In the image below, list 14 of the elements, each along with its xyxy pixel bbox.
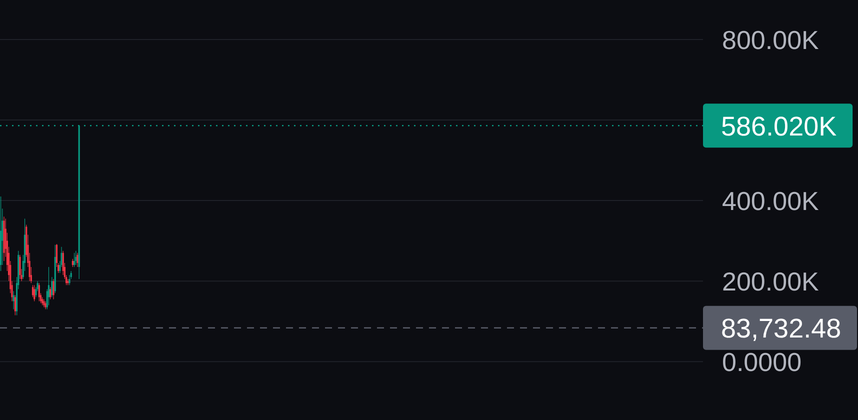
candlestick <box>51 276 53 298</box>
y-tick-label: 800.00K <box>722 24 820 55</box>
y-tick-label: 200.00K <box>722 266 820 296</box>
candlestick <box>48 266 50 306</box>
candlestick <box>44 300 46 310</box>
y-tick-label: 0.0000 <box>722 346 802 377</box>
candlestick <box>56 244 58 268</box>
y-tick-label: 400.00K <box>722 186 820 216</box>
candlestick <box>19 254 21 280</box>
ref-line-label: 586.020K <box>721 111 837 142</box>
candlestick <box>32 284 34 298</box>
ref-line-label: 83,732.48 <box>721 314 842 344</box>
candlestick <box>76 252 78 268</box>
candlestick <box>52 278 54 300</box>
